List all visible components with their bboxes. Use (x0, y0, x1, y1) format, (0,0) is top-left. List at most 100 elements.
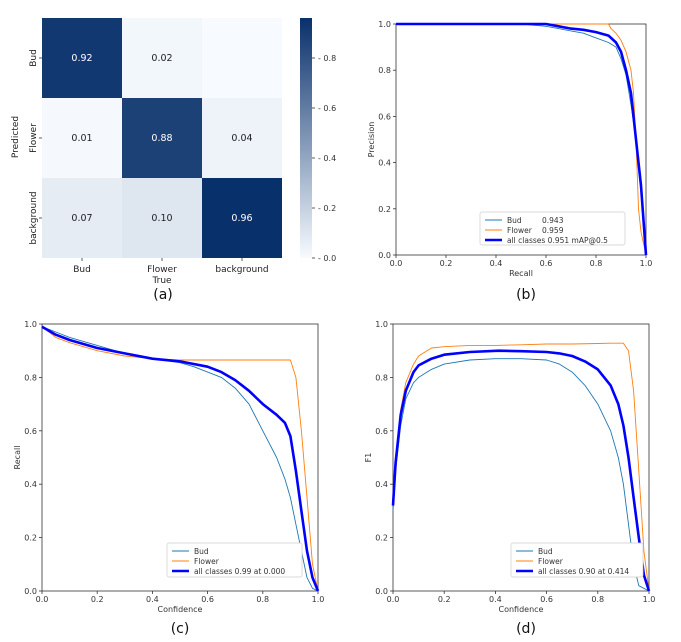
x-tick-label: 0.8 (591, 595, 604, 604)
x-tick-label: background (215, 265, 268, 275)
matrix-cell (202, 178, 282, 258)
x-tick-label: 0.2 (440, 259, 453, 268)
y-tick-label: 0.2 (378, 205, 391, 214)
legend-entry-label: all classes 0.99 at 0.000 (194, 567, 285, 576)
x-tick-label: 0.4 (490, 259, 503, 268)
y-tick-label: 0.4 (378, 159, 391, 168)
cell-value-label: 0.07 (71, 213, 92, 224)
y-tick-label: 0.0 (375, 587, 388, 596)
precision-recall-panel: 0.0 0.2 0.4 0.6 0.8 1.0 0.0 0.2 0.4 0.6 0.8 1.0 Reca… (367, 20, 652, 303)
matrix-cell (122, 178, 202, 258)
x-tick-label: 0.6 (540, 595, 553, 604)
matrix-cell (42, 178, 122, 258)
y-tick-label: 0.8 (378, 66, 391, 75)
x-tick-label: 0.6 (201, 595, 214, 604)
y-axis-label: Recall (13, 446, 22, 470)
x-tick-label: Flower (147, 265, 177, 275)
y-tick-label: 0.8 (24, 373, 37, 382)
f1-confidence-panel: 0.0 0.2 0.4 0.6 0.8 1.0 0.0 0.2 0.4 0.6 0.8 1.0 Conf… (364, 320, 655, 637)
x-tick-label: 1.0 (640, 259, 653, 268)
colorbar-tick-label: - 0.6 (318, 104, 336, 113)
y-tick-label: 1.0 (375, 320, 388, 329)
legend-box (166, 542, 303, 578)
series-line-all (396, 22, 648, 256)
y-tick-label: 0.4 (375, 480, 388, 489)
legend-entry-label: Bud (538, 547, 553, 556)
y-tick-label: 0.0 (24, 587, 37, 596)
x-tick-label: 0.6 (540, 259, 553, 268)
confusion-matrix-panel: 0.92 0.02 0.01 0.88 0.04 0.07 0.10 0.96 Bud Flowe… (11, 18, 336, 303)
colorbar-tick-label: - 0.4 (318, 154, 336, 163)
y-tick-label: 0.8 (375, 373, 388, 382)
x-tick-label: 0.0 (387, 595, 400, 604)
y-tick-label: background (29, 191, 39, 244)
y-axis-label: F1 (364, 453, 373, 463)
series-line-bud (392, 358, 650, 592)
legend-box (510, 542, 644, 578)
x-tick-label: 0.8 (256, 595, 269, 604)
cell-value-label: 0.04 (231, 133, 252, 144)
y-tick-label: 1.0 (24, 320, 37, 329)
legend-entry-label: Flower (507, 226, 533, 235)
matrix-cell (42, 98, 122, 178)
caption-c: (c) (171, 621, 190, 637)
colorbar-tick-label: - 0.2 (318, 204, 336, 213)
y-tick-label: 0.4 (24, 480, 37, 489)
cell-value-label: 0.92 (71, 53, 92, 64)
legend-entry-label: Bud (507, 216, 522, 225)
cell-value-label: 0.88 (151, 133, 172, 144)
legend-entry-label: all classes 0.951 mAP@0.5 (507, 236, 608, 245)
series-line-flower (392, 342, 650, 592)
x-tick-label: 0.4 (489, 595, 502, 604)
cell-value-label: 0.96 (231, 213, 252, 224)
y-axis-label: Precision (367, 122, 376, 158)
y-tick-label: 0.0 (378, 251, 391, 260)
colorbar-tick-label: - 0.0 (318, 254, 336, 263)
matrix-cell (202, 98, 282, 178)
y-tick-label: 1.0 (378, 20, 391, 29)
legend-entry-label: Bud (194, 547, 209, 556)
x-tick-label: 0.2 (91, 595, 104, 604)
y-tick-label: 0.6 (375, 427, 388, 436)
colorbar (300, 18, 312, 258)
y-tick-label: 0.2 (375, 534, 388, 543)
x-tick-label: 1.0 (643, 595, 656, 604)
matrix-cell (42, 18, 122, 98)
y-axis-label: Predicted (11, 116, 21, 158)
series-line-flower (41, 326, 319, 592)
series-line-all (41, 325, 320, 592)
y-tick-label: 0.2 (24, 534, 37, 543)
cell-value-label: 0.10 (151, 213, 172, 224)
y-tick-label: Flower (29, 123, 39, 153)
caption-a: (a) (153, 287, 173, 303)
legend-entry-label: all classes 0.90 at 0.414 (538, 567, 629, 576)
x-tick-label: 0.8 (590, 259, 603, 268)
series-line-bud (41, 326, 319, 592)
x-tick-label: 0.0 (390, 259, 403, 268)
caption-d: (d) (516, 621, 536, 637)
y-tick-label: 0.6 (378, 112, 391, 121)
x-tick-label: 0.4 (146, 595, 159, 604)
recall-confidence-panel: 0.0 0.2 0.4 0.6 0.8 1.0 0.0 0.2 0.4 0.6 0.8 1.0 Conf… (13, 320, 324, 637)
x-axis-label: Recall (509, 269, 533, 278)
x-axis-label: True (151, 276, 172, 286)
colorbar-tick-label: - 0.8 (318, 54, 336, 63)
legend-entry-label: Flower (538, 557, 564, 566)
matrix-cell (202, 18, 282, 98)
cell-value-label: 0.01 (71, 133, 92, 144)
cell-value-label: 0.02 (151, 53, 172, 64)
matrix-cell (122, 18, 202, 98)
x-tick-label: 0.2 (438, 595, 451, 604)
series-line-flower (396, 23, 647, 256)
y-tick-label: Bud (29, 49, 39, 67)
legend-entry-value: 0.959 (542, 226, 564, 235)
x-axis-label: Confidence (158, 605, 203, 614)
x-tick-label: Bud (73, 265, 91, 275)
legend-box (479, 211, 626, 246)
y-tick-label: 0.6 (24, 427, 37, 436)
x-tick-label: 0.0 (36, 595, 49, 604)
legend-entry-value: 0.943 (542, 216, 564, 225)
x-tick-label: 1.0 (312, 595, 325, 604)
caption-b: (b) (516, 287, 536, 303)
